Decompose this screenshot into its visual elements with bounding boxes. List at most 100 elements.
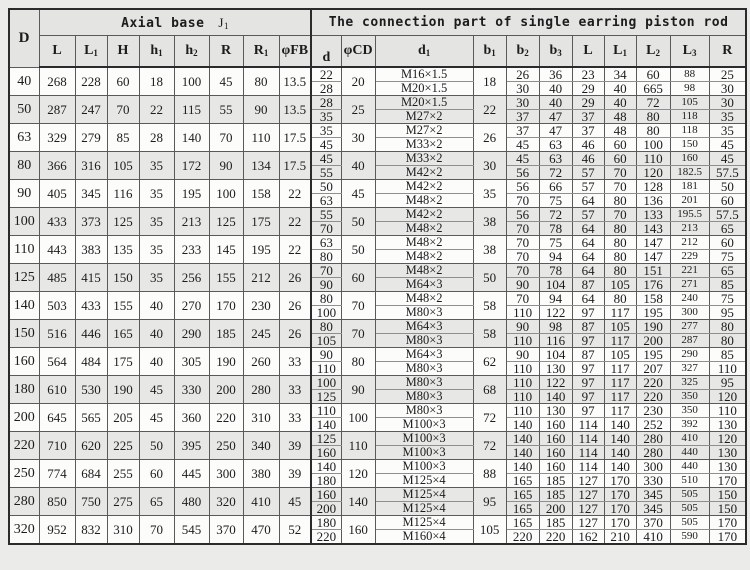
column-header-L2: L2 — [635, 35, 671, 68]
cell-b1: 38 — [472, 235, 507, 264]
cell-L3: 221 — [669, 263, 710, 278]
cell-h1: 35 — [138, 263, 175, 292]
cell-L1: 530 — [74, 375, 108, 404]
cell-L3: 118 — [669, 109, 710, 124]
cell-d1: M160×4 — [374, 529, 474, 545]
cell-h1: 35 — [138, 207, 175, 236]
cell-L1-right: 60 — [603, 137, 637, 152]
cell-D: 100 — [8, 207, 40, 236]
cell-L1-right: 105 — [603, 347, 637, 362]
cell-b2: 165 — [505, 487, 540, 502]
cell-L3: 212 — [669, 235, 710, 250]
cell-L1-right: 117 — [603, 361, 637, 376]
cell-h1: 45 — [138, 403, 175, 432]
cell-h1: 60 — [138, 459, 175, 488]
cell-R-right: 60 — [708, 193, 747, 208]
cell-b3: 220 — [538, 529, 573, 545]
cell-L: 287 — [38, 95, 76, 124]
cell-b2: 30 — [505, 81, 540, 96]
right-section-title: The connection part of single earring pi… — [310, 8, 747, 36]
cell-R-right: 35 — [708, 123, 747, 138]
column-header-L1: L1 — [74, 35, 108, 68]
cell-L2: 345 — [635, 487, 671, 502]
cell-L-right: 87 — [571, 347, 605, 362]
cell-L1: 750 — [74, 487, 108, 516]
cell-b2: 110 — [505, 403, 540, 418]
cell-d: 70 — [310, 263, 342, 278]
cell-b3: 122 — [538, 305, 573, 320]
cell-L2: 252 — [635, 417, 671, 432]
table-row-group-first: 200 645 565 205 45 360 220 310 33 110 10… — [8, 403, 747, 432]
cell-d1: M125×4 — [374, 487, 474, 502]
cell-h1: 35 — [138, 179, 175, 208]
cell-L-right: 127 — [571, 487, 605, 502]
cell-L2: 195 — [635, 305, 671, 320]
cell-b2: 90 — [505, 319, 540, 334]
cell-L3: 182.5 — [669, 165, 710, 180]
cell-d1: M80×3 — [374, 403, 474, 418]
cell-b3: 94 — [538, 291, 573, 306]
cell-L2: 151 — [635, 263, 671, 278]
cell-FB: 22 — [278, 235, 312, 264]
cell-b3: 185 — [538, 487, 573, 502]
cell-FB: 13.5 — [278, 95, 312, 124]
cell-b1: 72 — [472, 403, 507, 432]
cell-L3: 510 — [669, 473, 710, 488]
table-row-group-first: 280 850 750 275 65 480 320 410 45 160 14… — [8, 487, 747, 516]
cell-d1: M64×3 — [374, 277, 474, 292]
cell-L-right: 57 — [571, 179, 605, 194]
cell-L2: 158 — [635, 291, 671, 306]
cell-b2: 220 — [505, 529, 540, 545]
cell-R-right: 75 — [708, 291, 747, 306]
cell-R1: 230 — [242, 291, 280, 320]
cell-R: 370 — [208, 515, 244, 545]
cell-R1: 175 — [242, 207, 280, 236]
cell-h2: 395 — [173, 431, 210, 460]
cell-CD: 70 — [340, 291, 376, 320]
cell-b3: 104 — [538, 347, 573, 362]
column-header-D: D — [8, 8, 40, 68]
cell-b2: 140 — [505, 459, 540, 474]
cell-b3: 160 — [538, 459, 573, 474]
cell-d1: M64×3 — [374, 347, 474, 362]
cell-d1: M100×3 — [374, 445, 474, 460]
cell-L1-right: 117 — [603, 403, 637, 418]
cell-L2: 300 — [635, 459, 671, 474]
cell-R: 55 — [208, 95, 244, 124]
cell-L1-right: 70 — [603, 179, 637, 194]
cell-L-right: 37 — [571, 109, 605, 124]
cell-L: 366 — [38, 151, 76, 180]
cell-L1-right: 40 — [603, 95, 637, 110]
column-header-h2: h2 — [173, 35, 210, 68]
cell-L-right: 114 — [571, 431, 605, 446]
cell-L1: 247 — [74, 95, 108, 124]
cell-d: 28 — [310, 81, 342, 96]
cell-h2: 195 — [173, 179, 210, 208]
cell-R-right: 75 — [708, 249, 747, 264]
cell-R1: 260 — [242, 347, 280, 376]
table-row-group-second: 28 M20×1.5 30 40 29 40 665 98 30 — [9, 81, 747, 96]
cell-d: 80 — [310, 291, 342, 306]
cell-L-right: 97 — [571, 305, 605, 320]
cell-L3: 118 — [669, 123, 710, 138]
cell-L3: 590 — [669, 529, 710, 545]
cell-h2: 270 — [173, 291, 210, 320]
cell-d1: M48×2 — [374, 193, 474, 208]
cell-h1: 40 — [138, 291, 175, 320]
cell-L3: 98 — [669, 81, 710, 96]
cell-L1-right: 105 — [603, 319, 637, 334]
cell-D: 250 — [8, 459, 40, 488]
cell-h2: 256 — [173, 263, 210, 292]
cell-R-right: 110 — [708, 403, 747, 418]
table-row-group-second: 220 M160×4 220 220 162 210 410 590 170 — [9, 529, 747, 545]
cell-L3: 160 — [669, 151, 710, 166]
cell-b3: 94 — [538, 249, 573, 264]
cell-L2: 72 — [635, 95, 671, 110]
cell-d: 140 — [310, 417, 342, 432]
cell-L1-right: 70 — [603, 207, 637, 222]
cell-L3: 213 — [669, 221, 710, 236]
table-row-group-first: 150 516 446 165 40 290 185 245 26 80 70 … — [8, 319, 747, 348]
cell-H: 60 — [106, 66, 140, 96]
cell-d: 125 — [310, 431, 342, 446]
